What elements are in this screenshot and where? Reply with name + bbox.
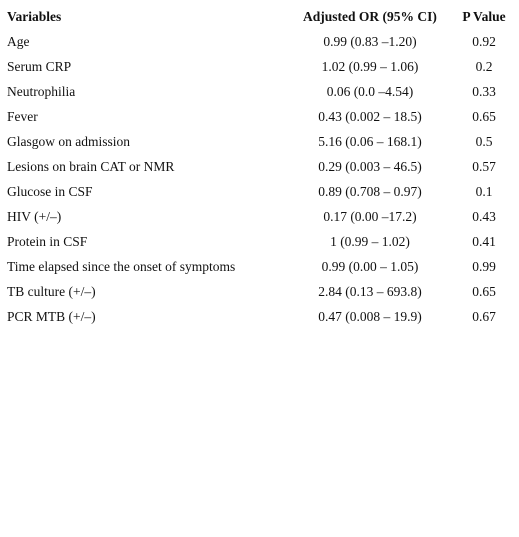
p-value: 0.43 [472,209,496,224]
adjusted-or: 0.99 (0.83 –1.20) [323,34,417,49]
adjusted-or: 0.29 (0.003 – 46.5) [318,159,422,174]
p-value: 0.65 [472,284,496,299]
variable: PCR MTB (+/–) [7,309,96,324]
adjusted-or: 2.84 (0.13 – 693.8) [318,284,422,299]
variable: HIV (+/–) [7,209,62,224]
column-header: Adjusted OR (95% CI) [303,9,437,24]
p-value: 0.65 [472,109,496,124]
p-value: 0.41 [472,234,496,249]
variable: TB culture (+/–) [7,284,96,299]
variable: Fever [7,109,38,124]
p-value: 0.57 [472,159,496,174]
adjusted-or: 1.02 (0.99 – 1.06) [321,59,419,74]
variable: Glasgow on admission [7,134,130,149]
adjusted-or: 0.06 (0.0 –4.54) [326,84,414,99]
variable: Protein in CSF [7,234,88,249]
column-header: P Value [462,9,506,24]
adjusted-or: 0.17 (0.00 –17.2) [323,209,417,224]
adjusted-or: 5.16 (0.06 – 168.1) [318,134,422,149]
p-value: 0.92 [472,34,496,49]
adjusted-or: 0.89 (0.708 – 0.97) [318,184,422,199]
adjusted-or: 0.47 (0.008 – 19.9) [318,309,422,324]
p-value: 0.2 [475,59,493,74]
variable: Neutrophilia [7,84,76,99]
p-value: 0.1 [475,184,493,199]
p-value: 0.99 [472,259,496,274]
variable: Age [7,34,30,49]
p-value: 0.5 [475,134,493,149]
column-header: Variables [7,9,62,24]
variable: Glucose in CSF [7,184,93,199]
variable: Lesions on brain CAT or NMR [7,159,175,174]
adjusted-or: 0.99 (0.00 – 1.05) [321,259,419,274]
adjusted-or: 0.43 (0.002 – 18.5) [318,109,422,124]
p-value: 0.67 [472,309,496,324]
adjusted-or: 1 (0.99 – 1.02) [330,234,410,249]
variable: Time elapsed since the onset of symptoms [7,259,236,274]
p-value: 0.33 [472,84,496,99]
variable: Serum CRP [7,59,72,74]
